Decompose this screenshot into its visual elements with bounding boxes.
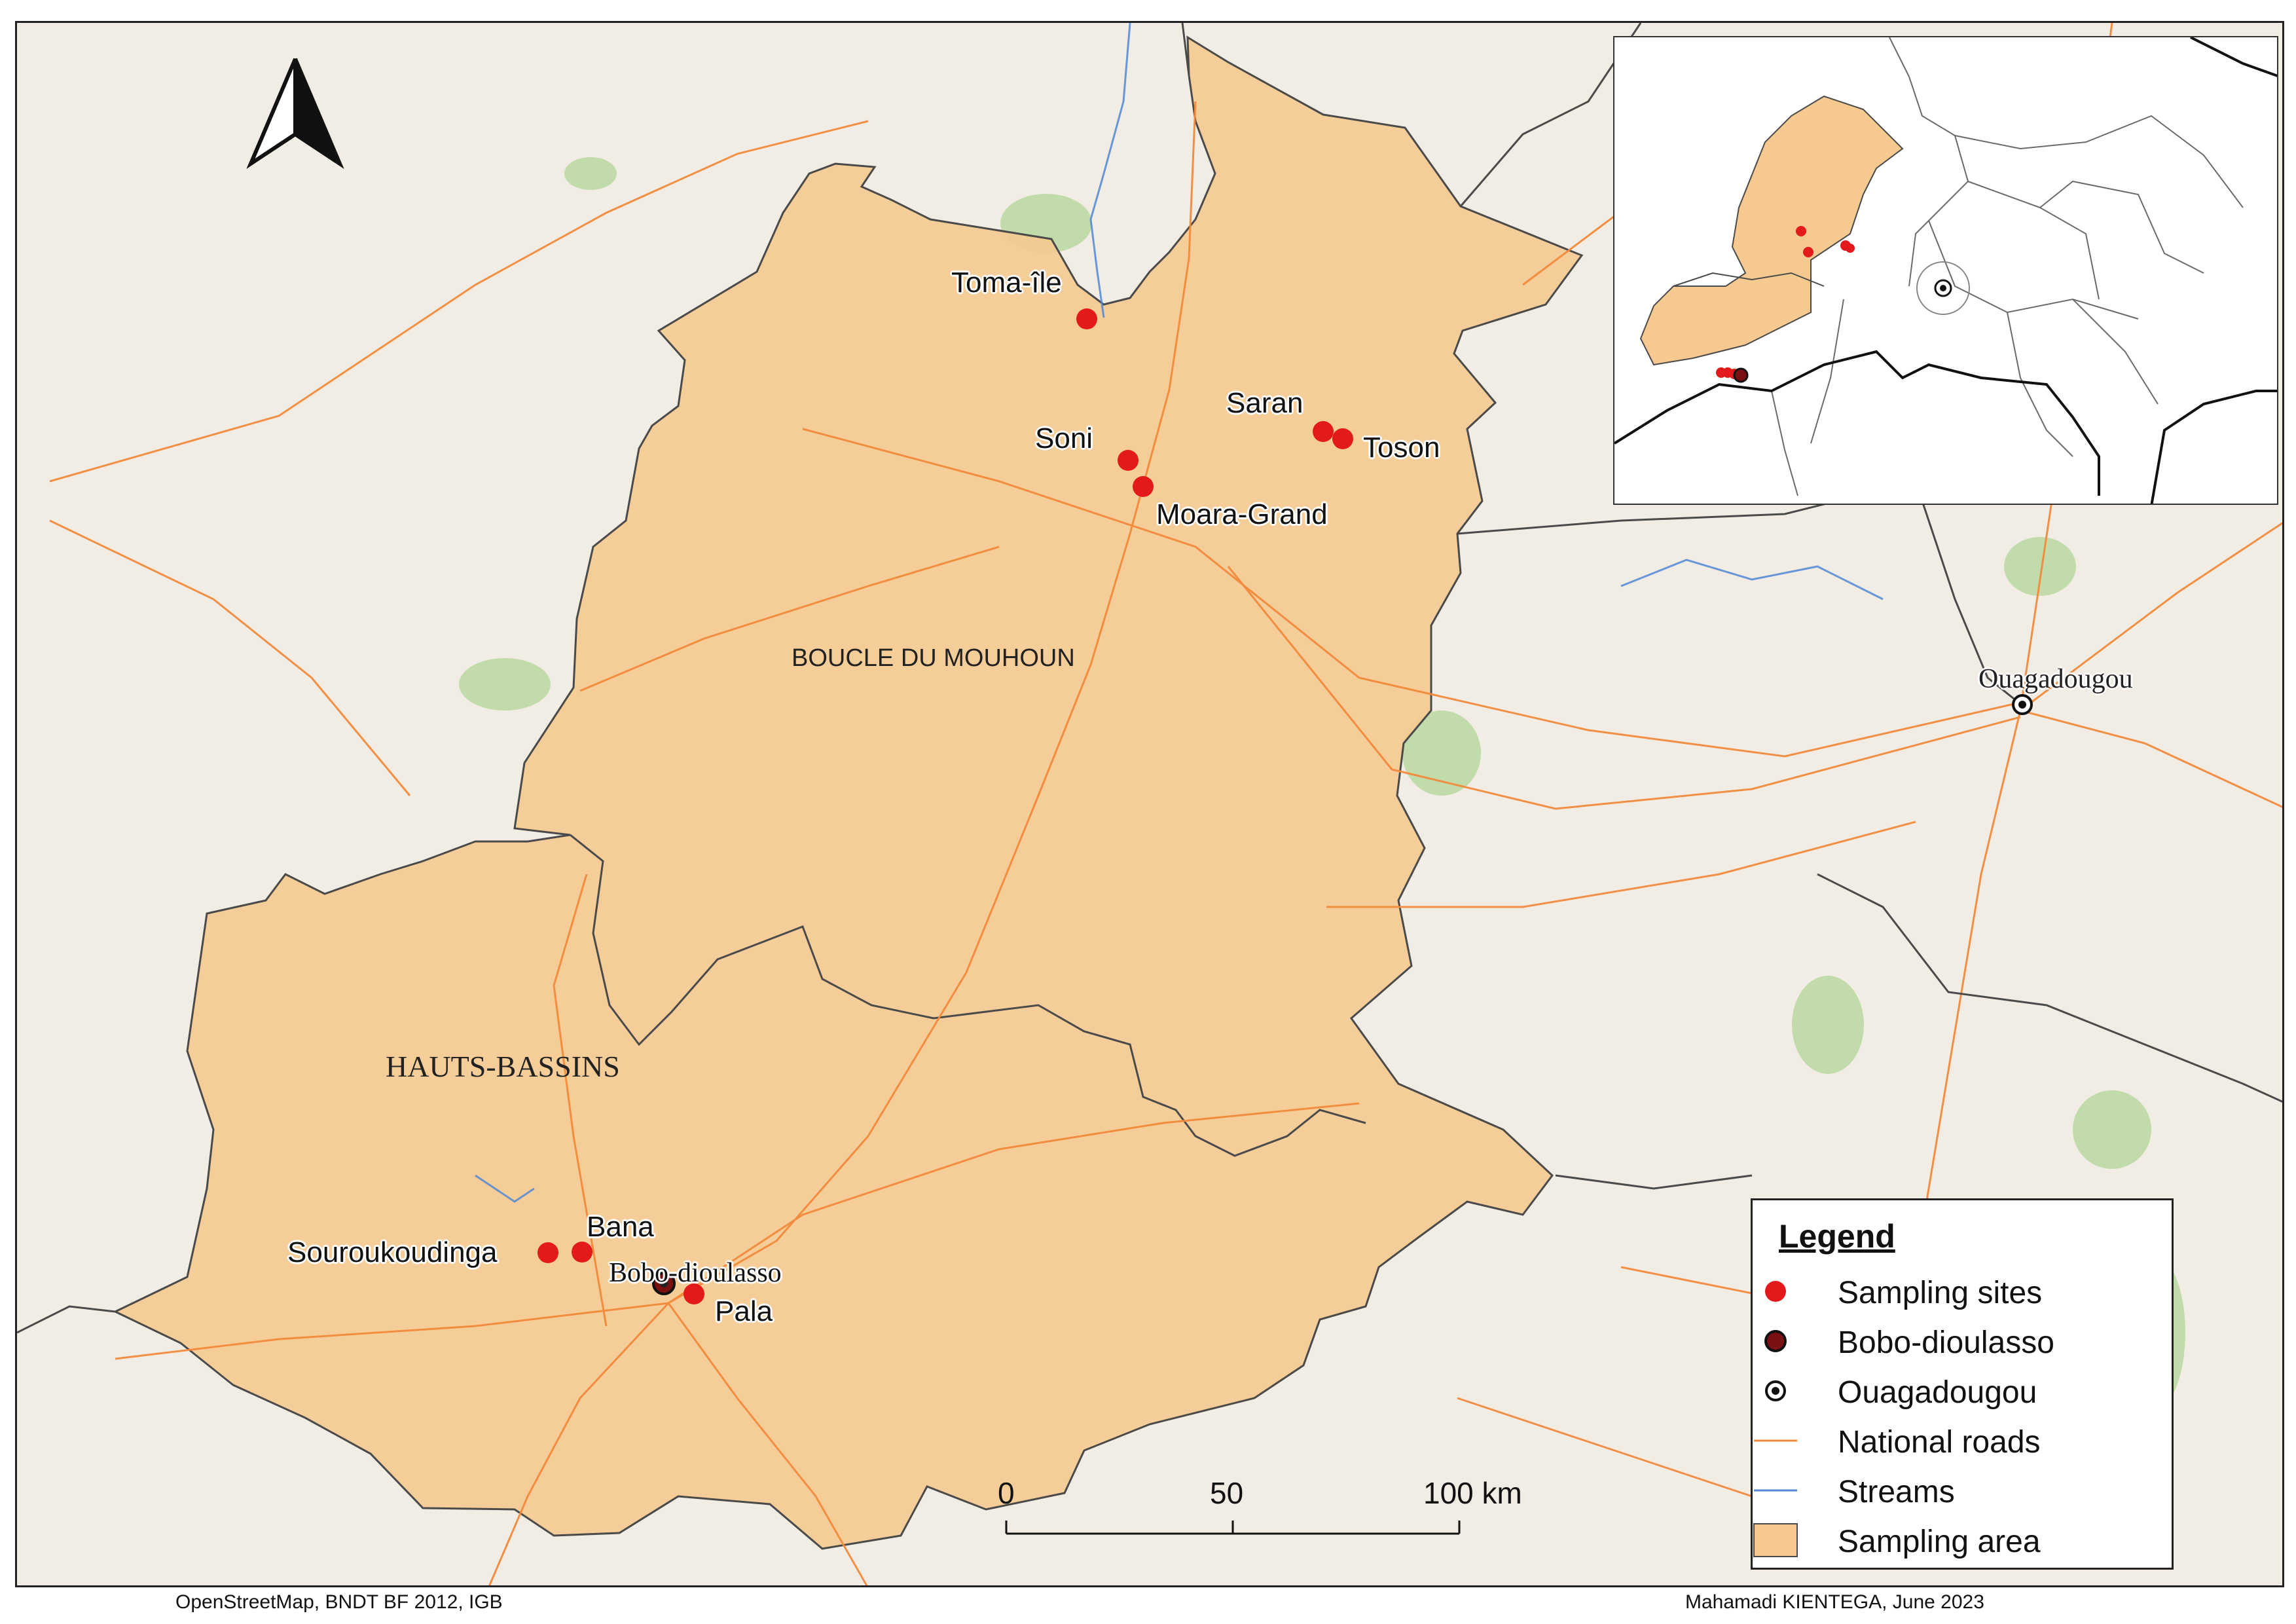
area-fill-icon [1753,1523,1798,1557]
inset-map [1613,36,2278,505]
sampling-sites [538,308,1353,1304]
scale-bar [1005,1521,1461,1535]
site-dot-moara-grand [1133,476,1154,497]
region-label-boucle: BOUCLE DU MOUHOUN [792,644,1075,672]
legend-item-ouagadougou: Ouagadougou [1753,1368,2172,1414]
scale-label-50: 50 [1210,1476,1244,1510]
stream-line-icon [1754,1489,1797,1492]
inset-canvas [1614,37,2277,504]
site-dot-souroukoudinga [538,1242,558,1263]
admin-boundaries [17,23,2282,1334]
site-label-soni: Soni [1035,422,1093,454]
north-arrow-icon [246,58,344,170]
site-dot-pala [683,1283,704,1304]
sampling-area [113,35,1584,1550]
legend-label: Ouagadougou [1838,1375,2037,1410]
site-dot-saran [1313,421,1334,442]
region-boucle-du-mouhoun [113,35,1584,1550]
region-boundary-internal [570,834,1366,1157]
inset-boundaries [1771,37,2244,496]
site-dot-soni [1118,450,1139,471]
road-line-icon [1754,1439,1797,1442]
site-dot-toma-ile [1076,308,1097,329]
streams [475,23,1884,1203]
red-dot-icon [1765,1281,1786,1302]
inset-ouaga-marker [1934,279,1952,297]
legend-item-national-roads: National roads [1753,1418,2172,1464]
bullseye-icon [1765,1380,1786,1401]
legend-title: Legend [1779,1218,1895,1255]
scale-label-100: 100 km [1423,1476,1522,1510]
legend-item-sampling-sites: Sampling sites [1753,1268,2172,1314]
site-dot-bana [572,1242,592,1263]
legend-label: Sampling sites [1838,1276,2043,1310]
scale-label-0: 0 [998,1476,1015,1510]
site-dot-toson [1332,428,1353,449]
legend-label: National roads [1838,1425,2041,1460]
inset-country-outline [1614,37,2277,504]
site-label-bana: Bana [587,1211,654,1243]
legend: Legend Sampling sites Bobo-dioulasso Oua… [1751,1198,2174,1570]
city-label-bobo-dioulasso: Bobo-dioulasso [609,1258,782,1288]
legend-label: Streams [1838,1475,1955,1509]
legend-item-streams: Streams [1753,1467,2172,1513]
bobo-dioulasso-marker [652,1272,676,1295]
inset-sampling-area [1639,95,1904,366]
city-label-ouagadougou: Ouagadougou [1978,664,2133,694]
ouagadougou-marker [2012,694,2033,715]
site-label-toma-ile: Toma-île [951,267,1062,299]
site-label-souroukoudinga: Souroukoudinga [287,1236,498,1268]
inset-bobo-marker [1733,367,1749,383]
legend-item-sampling-area: Sampling area [1753,1517,2172,1563]
legend-label: Bobo-dioulasso [1838,1325,2054,1360]
site-label-toson: Toson [1363,432,1440,464]
site-label-pala: Pala [715,1295,773,1327]
region-label-hauts: HAUTS-BASSINS [386,1050,620,1083]
legend-item-bobo-dioulasso: Bobo-dioulasso [1753,1318,2172,1364]
legend-label: Sampling area [1838,1524,2041,1559]
site-label-saran: Saran [1226,387,1303,419]
main-map: BOUCLE DU MOUHOUN HAUTS-BASSINS Toma-île… [15,21,2284,1587]
credit-sources: OpenStreetMap, BNDT BF 2012, IGB [175,1591,503,1613]
site-label-moara-grand: Moara-Grand [1156,498,1328,530]
credit-author: Mahamadi KIENTEGA, June 2023 [1685,1591,1984,1613]
dark-red-dot-icon [1764,1330,1787,1352]
